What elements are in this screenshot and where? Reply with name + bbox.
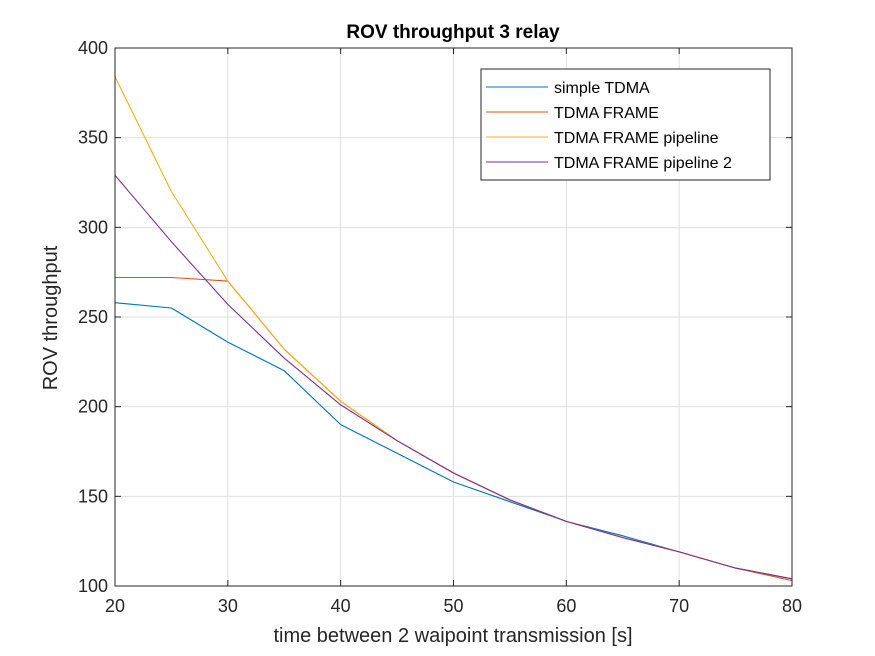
y-tick-label: 150 — [78, 486, 108, 506]
legend-label: TDMA FRAME — [554, 105, 659, 122]
x-tick-label: 70 — [669, 596, 689, 616]
y-tick-label: 100 — [78, 576, 108, 596]
x-tick-label: 60 — [556, 596, 576, 616]
y-tick-label: 200 — [78, 397, 108, 417]
x-tick-label: 80 — [782, 596, 802, 616]
x-tick-label: 50 — [443, 596, 463, 616]
x-tick-label: 40 — [331, 596, 351, 616]
chart-title: ROV throughput 3 relay — [346, 22, 560, 43]
legend-label: TDMA FRAME pipeline 2 — [554, 155, 732, 172]
x-tick-label: 30 — [218, 596, 238, 616]
x-axis-label: time between 2 waipoint transmission [s] — [273, 625, 632, 647]
y-tick-label: 300 — [78, 217, 108, 237]
legend-label: TDMA FRAME pipeline — [554, 130, 719, 147]
legend: simple TDMA TDMA FRAME TDMA FRAME pipeline… — [480, 68, 771, 181]
series-lines — [114, 76, 793, 582]
axis-ticks: 20 30 40 50 60 70 80 100 150 200 250 300 350 400 — [78, 38, 802, 616]
legend-label: simple TDMA — [554, 80, 650, 97]
y-tick-label: 350 — [78, 128, 108, 148]
y-tick-label: 250 — [78, 307, 108, 327]
y-tick-label: 400 — [78, 38, 108, 58]
series-line-tdma-frame-pipeline-2 — [114, 174, 793, 580]
x-tick-label: 20 — [105, 596, 125, 616]
y-axis-label: ROV throughput — [40, 245, 62, 390]
